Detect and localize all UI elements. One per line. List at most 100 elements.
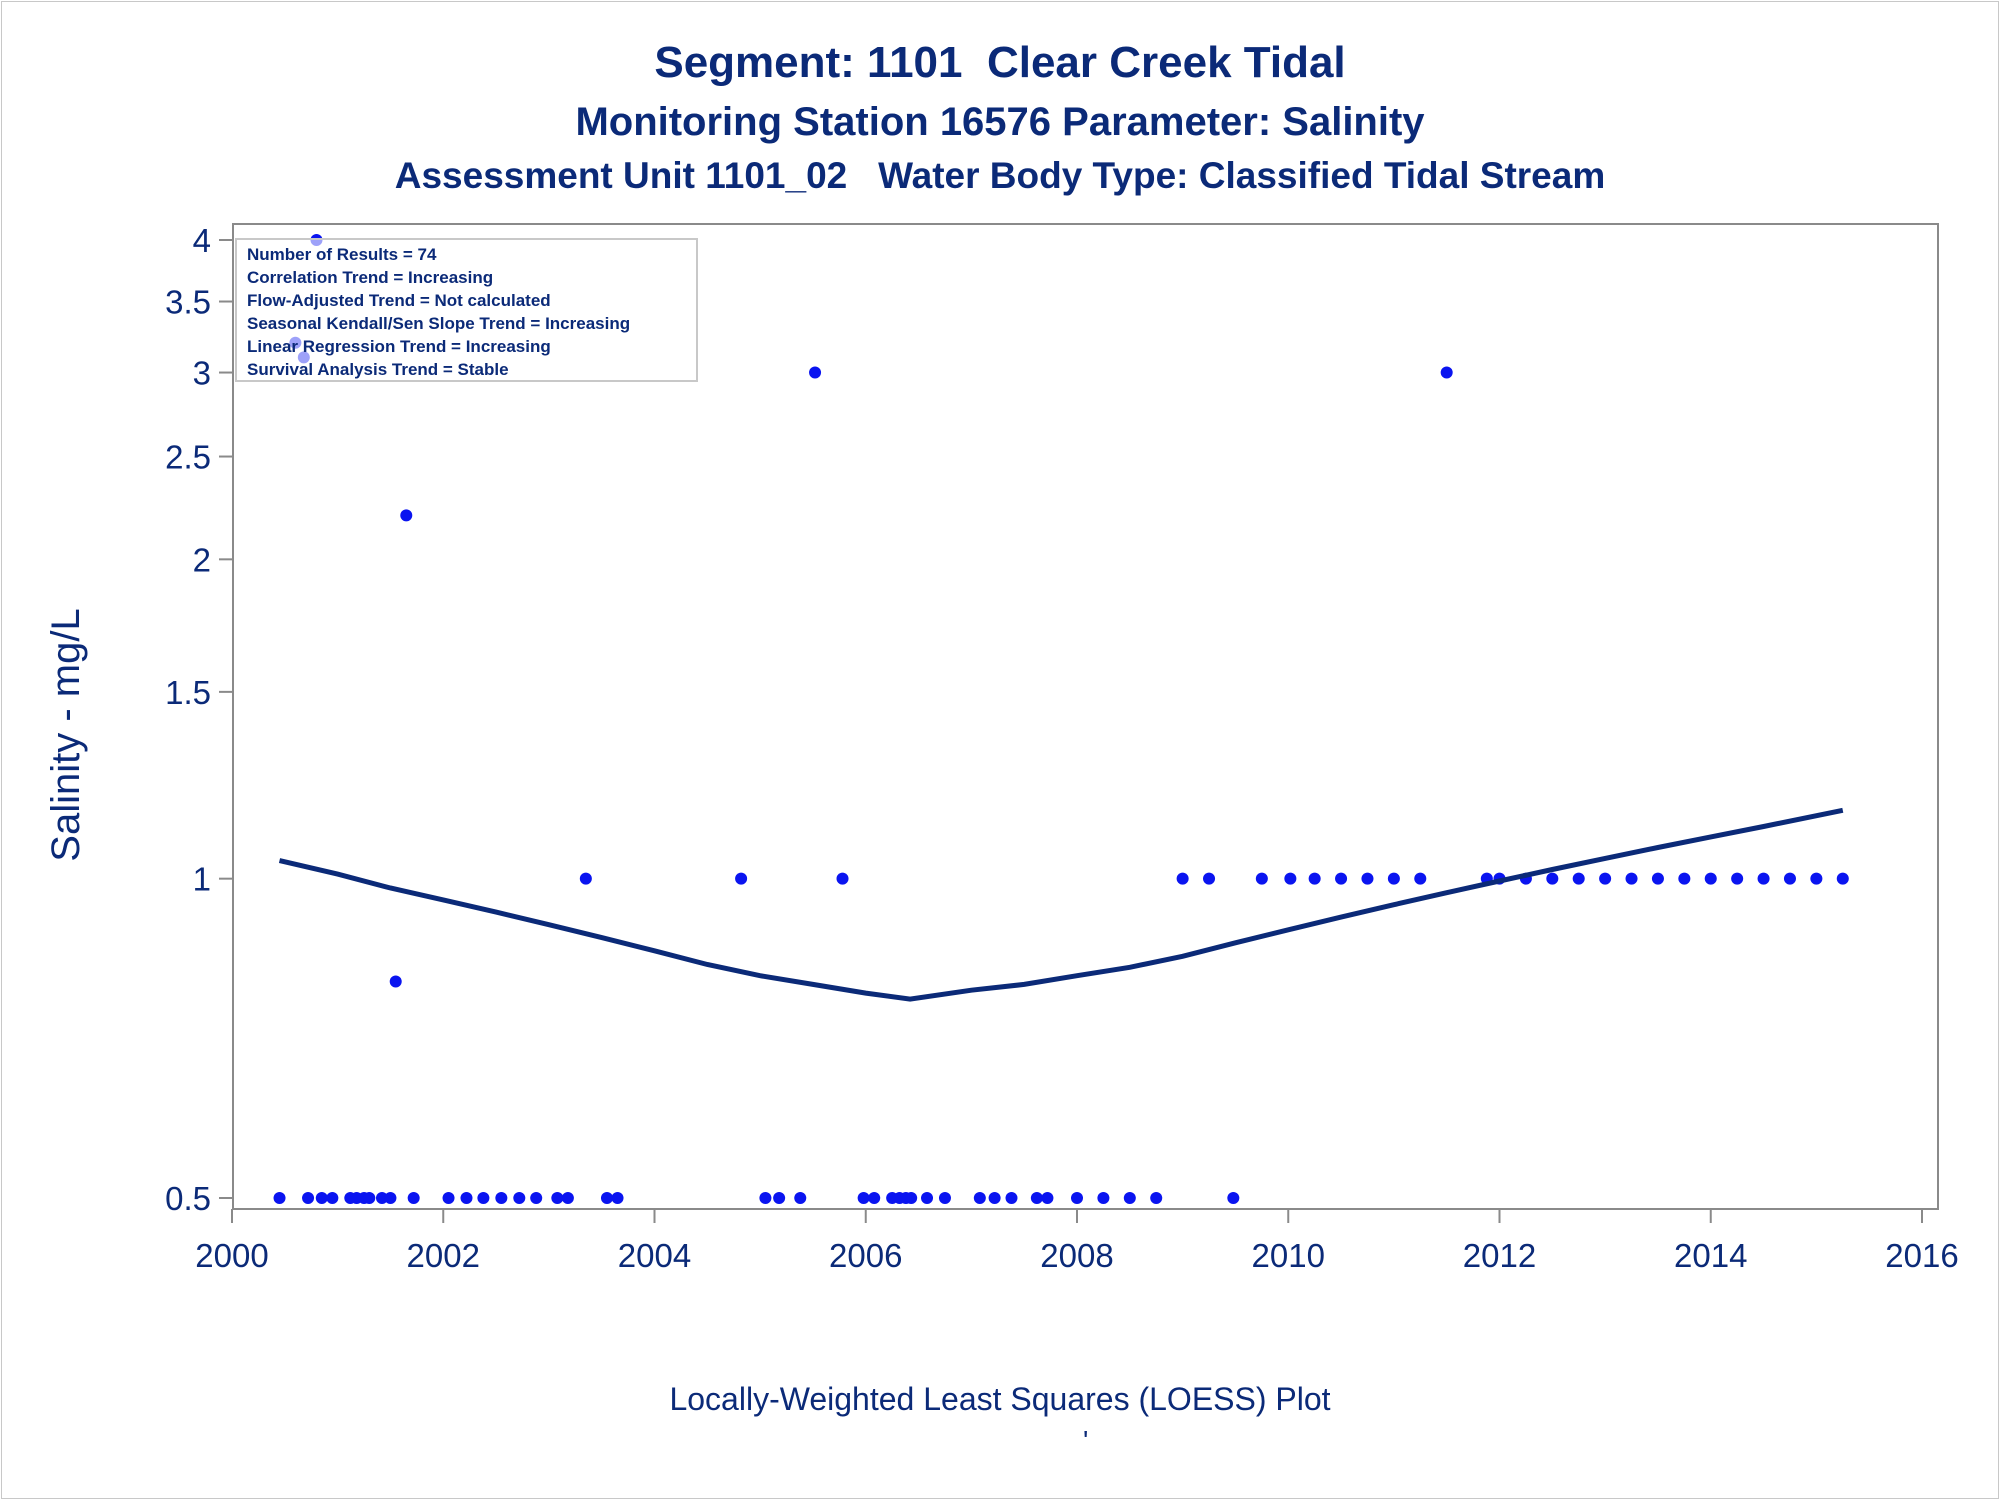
stats-box: Number of Results = 74 Correlation Trend … bbox=[235, 238, 698, 382]
data-point bbox=[442, 1192, 455, 1204]
data-point bbox=[407, 1192, 420, 1204]
x-tick-label: 2002 bbox=[407, 1237, 480, 1274]
y-tick-label: 1.5 bbox=[165, 674, 211, 711]
data-point bbox=[400, 509, 413, 522]
data-point bbox=[1071, 1192, 1083, 1204]
data-point bbox=[1625, 872, 1638, 885]
data-point bbox=[1308, 872, 1321, 885]
data-point bbox=[1284, 872, 1297, 885]
y-tick-label: 3.5 bbox=[165, 284, 211, 321]
footnote-mark: ' bbox=[1083, 1425, 1089, 1456]
data-point bbox=[579, 872, 592, 885]
data-point bbox=[389, 975, 402, 988]
data-point bbox=[600, 1192, 613, 1204]
data-point bbox=[1150, 1192, 1163, 1204]
data-point bbox=[868, 1192, 881, 1204]
data-point bbox=[530, 1192, 543, 1204]
data-point bbox=[611, 1192, 624, 1204]
x-tick-label: 2010 bbox=[1252, 1237, 1325, 1274]
data-point bbox=[1440, 366, 1453, 379]
data-point bbox=[1651, 872, 1664, 885]
data-point bbox=[973, 1192, 986, 1204]
data-point bbox=[1678, 872, 1691, 885]
data-point bbox=[273, 1192, 286, 1204]
y-tick-label: 2.5 bbox=[165, 439, 211, 476]
data-point bbox=[477, 1192, 490, 1204]
data-point bbox=[561, 1192, 574, 1204]
data-point bbox=[1810, 872, 1823, 885]
data-point bbox=[495, 1192, 508, 1204]
chart-footnote: Locally-Weighted Least Squares (LOESS) P… bbox=[669, 1381, 1331, 1417]
data-point bbox=[857, 1192, 870, 1204]
data-point bbox=[326, 1192, 339, 1204]
data-point bbox=[809, 366, 822, 379]
data-point bbox=[1704, 872, 1717, 885]
data-point bbox=[375, 1192, 388, 1204]
data-point bbox=[1176, 872, 1189, 885]
x-axis: 2000 2002 2004 2006 2008 2010 2012 2014 2016 bbox=[195, 1209, 1959, 1274]
data-point bbox=[1123, 1192, 1136, 1204]
chart-title: Segment: 1101 Clear Creek Tidal bbox=[654, 38, 1346, 87]
data-point bbox=[513, 1192, 526, 1204]
chart-subtitle-2: Assessment Unit 1101_02 Water Body Type:… bbox=[394, 155, 1606, 196]
data-point bbox=[794, 1192, 807, 1204]
y-tick-label: 1 bbox=[193, 861, 211, 898]
data-point bbox=[921, 1192, 934, 1204]
data-point bbox=[1836, 872, 1849, 885]
data-point bbox=[363, 1192, 376, 1204]
data-point bbox=[1255, 872, 1268, 885]
data-point bbox=[1030, 1192, 1043, 1204]
stats-line: Linear Regression Trend = Increasing bbox=[247, 337, 551, 356]
data-point bbox=[1546, 872, 1559, 885]
data-point bbox=[1227, 1192, 1240, 1204]
x-tick-label: 2000 bbox=[195, 1237, 268, 1274]
data-point bbox=[1203, 872, 1216, 885]
data-point bbox=[773, 1192, 786, 1204]
data-point bbox=[1005, 1192, 1018, 1204]
stats-line: Seasonal Kendall/Sen Slope Trend = Incre… bbox=[247, 314, 630, 333]
data-point bbox=[1731, 872, 1744, 885]
x-tick-label: 2016 bbox=[1885, 1237, 1958, 1274]
data-point bbox=[1572, 872, 1585, 885]
data-point bbox=[1783, 872, 1796, 885]
y-tick-label: 0.5 bbox=[165, 1180, 211, 1217]
data-point bbox=[1757, 872, 1770, 885]
stats-line: Correlation Trend = Increasing bbox=[247, 268, 493, 287]
y-tick-label: 4 bbox=[193, 222, 211, 259]
stats-line: Flow-Adjusted Trend = Not calculated bbox=[247, 291, 551, 310]
data-point bbox=[315, 1192, 328, 1204]
data-point bbox=[1599, 872, 1612, 885]
data-point bbox=[735, 872, 748, 885]
data-point bbox=[302, 1192, 315, 1204]
y-axis: 0.5 1 1.5 2 2.5 3 3.5 4 bbox=[165, 222, 233, 1217]
y-axis-label: Salinity - mg/L bbox=[44, 608, 88, 861]
data-point bbox=[759, 1192, 772, 1204]
data-point bbox=[1041, 1192, 1054, 1204]
y-tick-label: 3 bbox=[193, 355, 211, 392]
x-tick-label: 2004 bbox=[618, 1237, 691, 1274]
x-tick-label: 2012 bbox=[1463, 1237, 1536, 1274]
x-tick-label: 2006 bbox=[829, 1237, 902, 1274]
stats-line: Survival Analysis Trend = Stable bbox=[247, 360, 509, 379]
chart-subtitle: Monitoring Station 16576 Parameter: Sali… bbox=[575, 100, 1425, 144]
data-point bbox=[1335, 872, 1348, 885]
data-point bbox=[384, 1192, 397, 1204]
y-tick-label: 2 bbox=[193, 541, 211, 578]
x-tick-label: 2014 bbox=[1674, 1237, 1747, 1274]
data-point bbox=[551, 1192, 564, 1204]
data-point bbox=[938, 1192, 951, 1204]
data-point bbox=[988, 1192, 1001, 1204]
data-points bbox=[273, 234, 1849, 1204]
data-point bbox=[836, 872, 849, 885]
loess-curve bbox=[278, 807, 1844, 1002]
plot-area bbox=[232, 223, 1939, 1210]
stats-line: Number of Results = 74 bbox=[247, 245, 437, 264]
data-point bbox=[1414, 872, 1427, 885]
data-point bbox=[1361, 872, 1374, 885]
data-point bbox=[460, 1192, 473, 1204]
data-point bbox=[1097, 1192, 1110, 1204]
x-tick-label: 2008 bbox=[1040, 1237, 1113, 1274]
stats-box-border bbox=[235, 238, 698, 382]
data-point bbox=[1387, 872, 1400, 885]
